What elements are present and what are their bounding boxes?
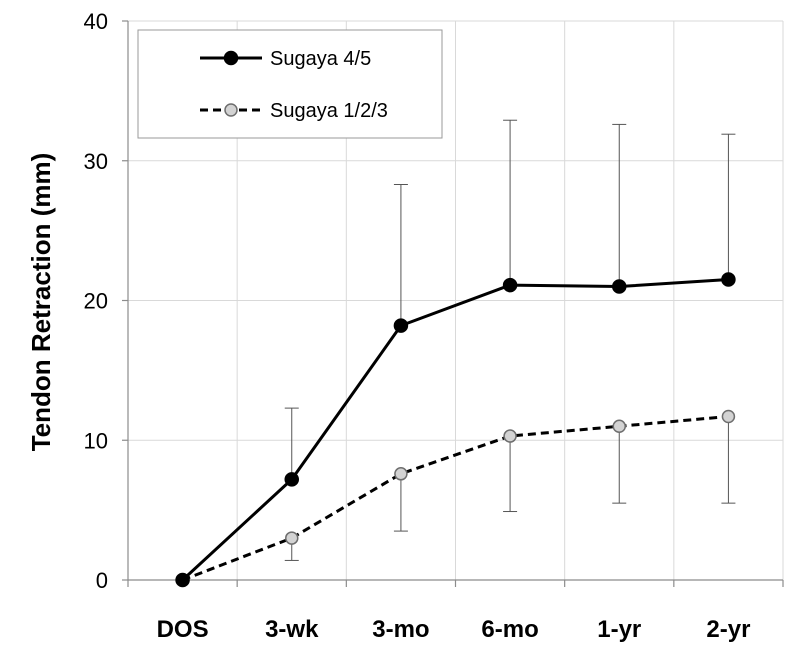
- series-line-sugaya-4-5: [181, 278, 729, 582]
- data-point-sugaya-4-5-2-yr: [721, 272, 736, 287]
- error-bar-sugaya-4-5-6-mo: [503, 119, 518, 286]
- legend-label-sugaya-1-2-3: Sugaya 1/2/3: [270, 100, 388, 122]
- data-point-sugaya-1-2-3-3-mo: [394, 467, 408, 481]
- y-tick-label-40: 40: [84, 9, 108, 34]
- data-point-sugaya-1-2-3-2-yr: [721, 409, 736, 424]
- error-bars: [284, 119, 736, 561]
- data-point-sugaya-1-2-3-6-mo: [503, 429, 517, 443]
- error-bar-sugaya-4-5-3-mo: [393, 184, 408, 326]
- legend-marker-sugaya-1-2-3: [224, 103, 238, 117]
- data-point-sugaya-4-5-dos: [175, 572, 190, 588]
- x-tick-label-dos: DOS: [157, 616, 209, 643]
- series-line-sugaya-1-2-3: [182, 414, 729, 582]
- error-bar-sugaya-1-2-3-2-yr: [721, 416, 736, 504]
- data-point-sugaya-1-2-3-3-wk: [285, 531, 299, 545]
- y-axis-title: Tendon Retraction (mm): [26, 153, 56, 452]
- legend-label-sugaya-4-5: Sugaya 4/5: [270, 48, 371, 70]
- tick-labels: 0 10 20 30 40 DOS 3-wk 3-mo 6-mo 1-yr 2-yr: [84, 9, 751, 643]
- y-tick-label-30: 30: [84, 149, 108, 174]
- error-bar-sugaya-1-2-3-3-mo: [393, 473, 408, 532]
- legend: Sugaya 4/5 Sugaya 1/2/3: [137, 29, 443, 139]
- data-point-sugaya-4-5-3-wk: [284, 472, 299, 487]
- series-lines: [181, 278, 729, 582]
- error-bar-sugaya-4-5-1-yr: [612, 123, 627, 287]
- data-point-sugaya-1-2-3-1-yr: [612, 419, 626, 434]
- error-bar-sugaya-1-2-3-1-yr: [612, 426, 627, 504]
- data-point-sugaya-4-5-6-mo: [502, 277, 518, 293]
- legend-box: [137, 29, 443, 139]
- x-tick-label-1-yr: 1-yr: [597, 616, 641, 643]
- x-tick-label-3-mo: 3-mo: [372, 616, 429, 643]
- y-tick-label-20: 20: [84, 289, 108, 314]
- x-tick-label-6-mo: 6-mo: [481, 616, 538, 643]
- data-point-sugaya-4-5-1-yr: [612, 279, 627, 294]
- x-tick-label-2-yr: 2-yr: [706, 616, 750, 643]
- axes: [122, 20, 784, 587]
- x-tick-label-3-wk: 3-wk: [265, 616, 319, 643]
- data-point-sugaya-4-5-3-mo: [393, 318, 409, 333]
- y-tick-label-10: 10: [84, 428, 108, 453]
- error-bar-sugaya-1-2-3-6-mo: [503, 436, 518, 513]
- error-bar-sugaya-4-5-2-yr: [721, 133, 736, 280]
- y-tick-label-0: 0: [96, 568, 108, 593]
- legend-marker-sugaya-4-5: [223, 50, 239, 66]
- series-markers: [175, 272, 736, 588]
- error-bar-sugaya-4-5-3-wk: [284, 407, 299, 480]
